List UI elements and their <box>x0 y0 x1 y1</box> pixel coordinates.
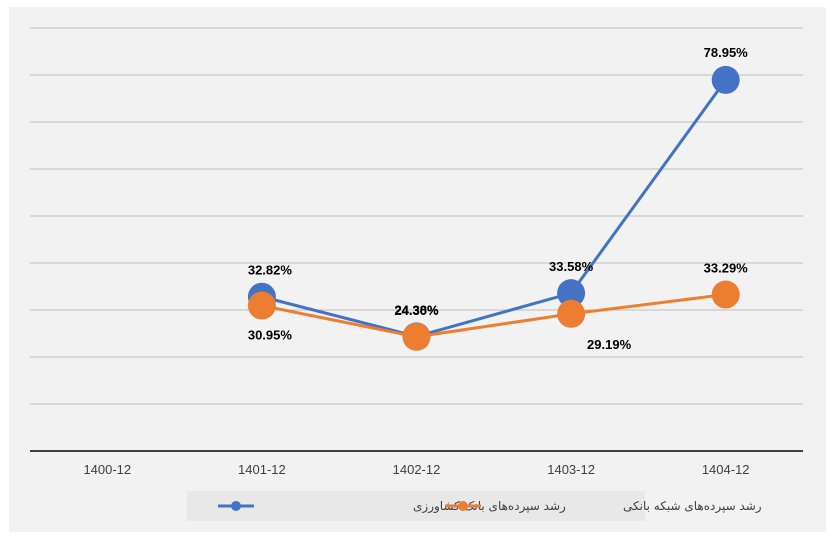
data-point <box>711 280 740 309</box>
data-label: 33.29% <box>704 261 749 276</box>
x-tick-label: 1403-12 <box>547 462 595 477</box>
x-tick-label: 1404-12 <box>702 462 750 477</box>
x-tick-label: 1402-12 <box>393 462 441 477</box>
data-label: 24.38% <box>394 302 439 317</box>
data-label: 24.30% <box>394 303 439 318</box>
data-point <box>557 279 586 308</box>
data-label: 30.95% <box>248 328 293 343</box>
data-point <box>247 291 276 320</box>
legend-marker <box>231 501 241 511</box>
data-point <box>557 299 586 328</box>
data-point <box>711 65 740 94</box>
series-line <box>261 293 726 339</box>
legend-label: رشد سپرده‌های بانک کشاورزی <box>413 499 566 514</box>
data-point <box>402 322 431 351</box>
chart-area <box>9 7 826 532</box>
legend-marker <box>458 501 468 511</box>
legend-box <box>187 491 645 521</box>
series-line <box>261 79 727 338</box>
x-tick-label: 1401-12 <box>238 462 286 477</box>
data-label: 32.82% <box>248 263 293 278</box>
data-label: 78.95% <box>704 45 749 60</box>
legend-label: رشد سپرده‌های شبکه بانکی <box>623 499 762 514</box>
data-label: 33.58% <box>549 259 594 274</box>
x-tick-label: 1400-12 <box>83 462 131 477</box>
data-label: 29.19% <box>587 337 632 352</box>
